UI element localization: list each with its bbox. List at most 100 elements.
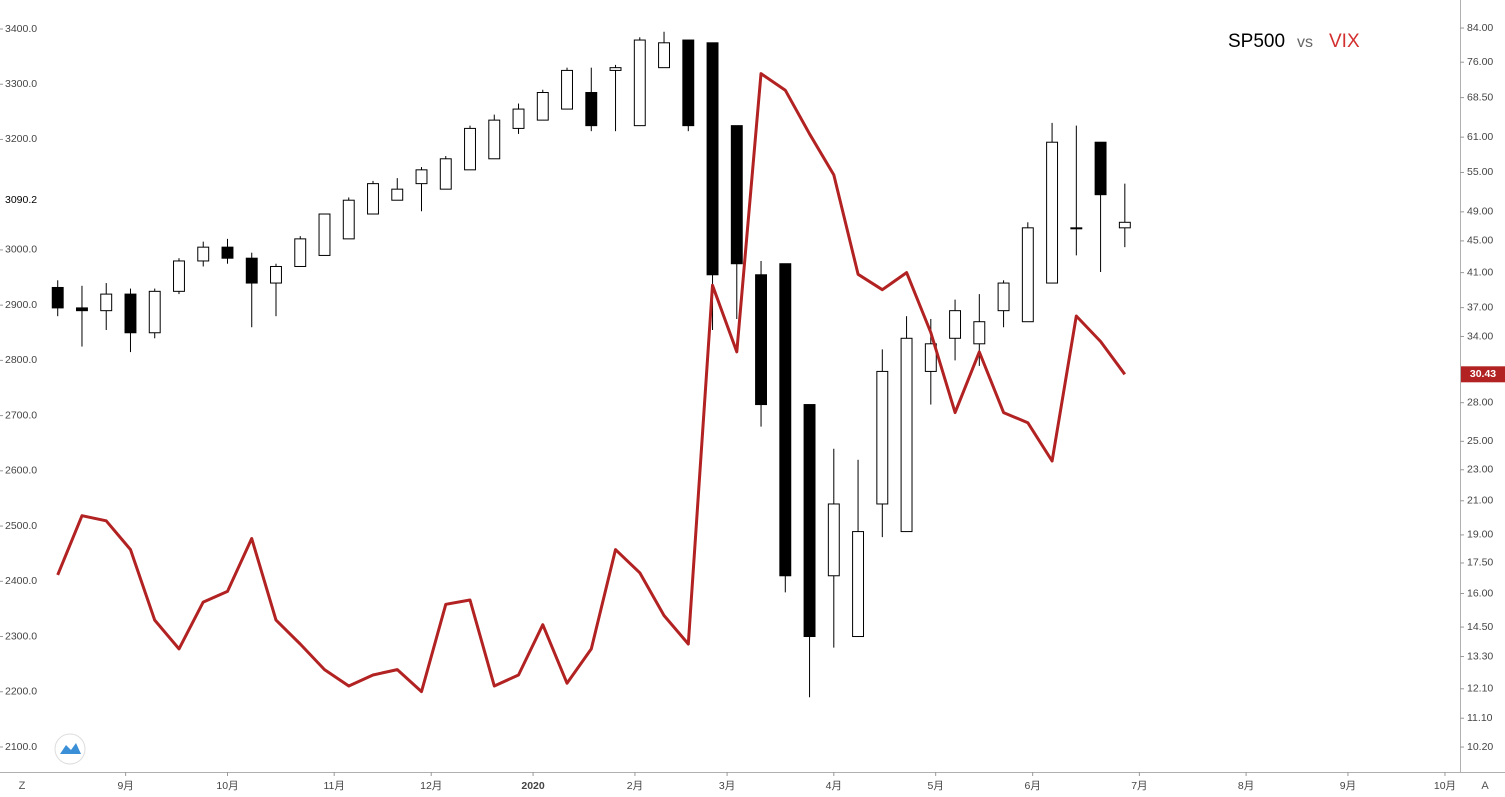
candle-body-up [1046, 141, 1059, 284]
candle-body-up [536, 92, 549, 121]
candle-body-up [294, 238, 307, 267]
candle-body-up [197, 246, 210, 262]
chart-title: SP500 vs VIX [1228, 31, 1360, 52]
zoom-button-label[interactable]: Z [19, 780, 26, 792]
candle-body-up [148, 290, 161, 334]
y2-tick-label: 10.20 [1467, 741, 1493, 753]
x-tick-label: 6月 [1024, 780, 1040, 792]
title-sp500: SP500 [1228, 31, 1285, 52]
y2-tick-label: 76.00 [1467, 56, 1493, 68]
candle-body-down [803, 404, 816, 638]
y2-tick-label: 12.10 [1467, 683, 1493, 695]
title-vix: VIX [1329, 31, 1360, 52]
candle-body-up [827, 503, 840, 577]
candle-body-up [949, 310, 962, 339]
candle-body-down [124, 293, 137, 334]
x-tick-label: 9月 [1340, 780, 1356, 792]
candle-body-up [173, 260, 185, 292]
candle-body-up [561, 69, 573, 110]
candle-body-up [439, 158, 452, 190]
x-tick-label: 9月 [117, 780, 133, 792]
y2-tick-label: 41.00 [1467, 266, 1493, 278]
title-joiner: vs [1297, 34, 1313, 51]
candle-body-up [900, 337, 913, 533]
zoom-button[interactable]: Z [19, 780, 26, 792]
candle-body-down [755, 274, 767, 406]
y-tick-label: 2300.0 [5, 630, 37, 642]
y2-tick-label: 25.00 [1467, 435, 1493, 447]
x-tick-label: 3月 [719, 780, 735, 792]
candle-body-down [76, 307, 88, 312]
y-tick-label: 3300.0 [5, 78, 37, 90]
vix-line [56, 72, 1127, 694]
candle-body-up [1021, 227, 1034, 323]
candle-body-up [609, 67, 622, 71]
y2-tick-label: 55.00 [1467, 166, 1493, 178]
y-tick-label: 2800.0 [5, 354, 37, 366]
candle-body-down [1094, 141, 1107, 196]
y-tick-label: 2600.0 [5, 465, 37, 477]
x-tick-label: 10月 [216, 780, 238, 792]
y-tick-label: 2700.0 [5, 409, 37, 421]
y2-tick-label: 49.00 [1467, 206, 1493, 218]
candle-body-up [488, 119, 501, 160]
candle-body-up [342, 199, 355, 240]
candle-body-up [391, 188, 404, 201]
y2-tick-label: 14.50 [1467, 621, 1493, 633]
logo [54, 733, 86, 765]
candle-body-up [270, 265, 282, 284]
x-tick-label: 10月 [1434, 780, 1456, 792]
candle-body-up [415, 169, 428, 185]
y-tick-label: 3400.0 [5, 23, 37, 35]
y2-tick-label: 37.00 [1467, 301, 1493, 313]
last-value-box [1461, 366, 1505, 383]
y2-tick-label: 11.10 [1467, 712, 1493, 724]
logo-icon [60, 743, 81, 754]
candle-body-up [658, 42, 670, 69]
y2-tick-label: 61.00 [1467, 131, 1493, 143]
candle-body-up [876, 370, 889, 505]
candle-body-up [1118, 221, 1131, 229]
y-tick-label: 2100.0 [5, 741, 37, 753]
candle-body-down [682, 39, 695, 127]
candle-body-down [221, 246, 234, 259]
x-tick-label: 12月 [420, 780, 442, 792]
y-tick-label: 3200.0 [5, 133, 37, 145]
y-tick-label: 2900.0 [5, 299, 37, 311]
y-tick-label: 2400.0 [5, 575, 37, 587]
candle-body-up [512, 108, 525, 129]
candle-body-up [997, 282, 1010, 312]
x-tick-label: 2020 [521, 780, 545, 792]
candle-body-up [1070, 227, 1083, 230]
x-tick-label: 8月 [1238, 780, 1254, 792]
y2-tick-label: 34.00 [1467, 330, 1493, 342]
last-price-box [0, 192, 40, 209]
y-tick-label: 2200.0 [5, 686, 37, 698]
candle-body-up [464, 127, 476, 171]
last-value-label: 30.43 [1470, 368, 1496, 380]
auto-button[interactable]: A [1481, 780, 1489, 792]
candle-body-down [730, 125, 743, 265]
y-tick-label: 2500.0 [5, 520, 37, 532]
y2-tick-label: 45.00 [1467, 235, 1493, 247]
candles [51, 31, 1131, 698]
y2-tick-label: 68.50 [1467, 91, 1493, 103]
y2-tick-label: 28.00 [1467, 396, 1493, 408]
x-tick-label: 7月 [1131, 780, 1147, 792]
auto-button-label[interactable]: A [1481, 780, 1489, 792]
y2-tick-label: 84.00 [1467, 22, 1493, 34]
candle-body-up [852, 531, 865, 638]
candle-body-down [51, 286, 64, 309]
x-tick-label: 11月 [323, 780, 344, 792]
x-tick-label: 5月 [927, 780, 943, 792]
x-tick-label: 2月 [627, 780, 643, 792]
candle-body-up [100, 293, 113, 312]
candle-body-up [367, 183, 379, 215]
x-tick-label: 4月 [826, 780, 842, 792]
candle-body-down [779, 263, 792, 577]
y2-tick-label: 13.30 [1467, 650, 1493, 662]
y-tick-label: 3000.0 [5, 244, 37, 256]
candle-body-up [973, 321, 986, 345]
y2-tick-label: 23.00 [1467, 464, 1493, 476]
